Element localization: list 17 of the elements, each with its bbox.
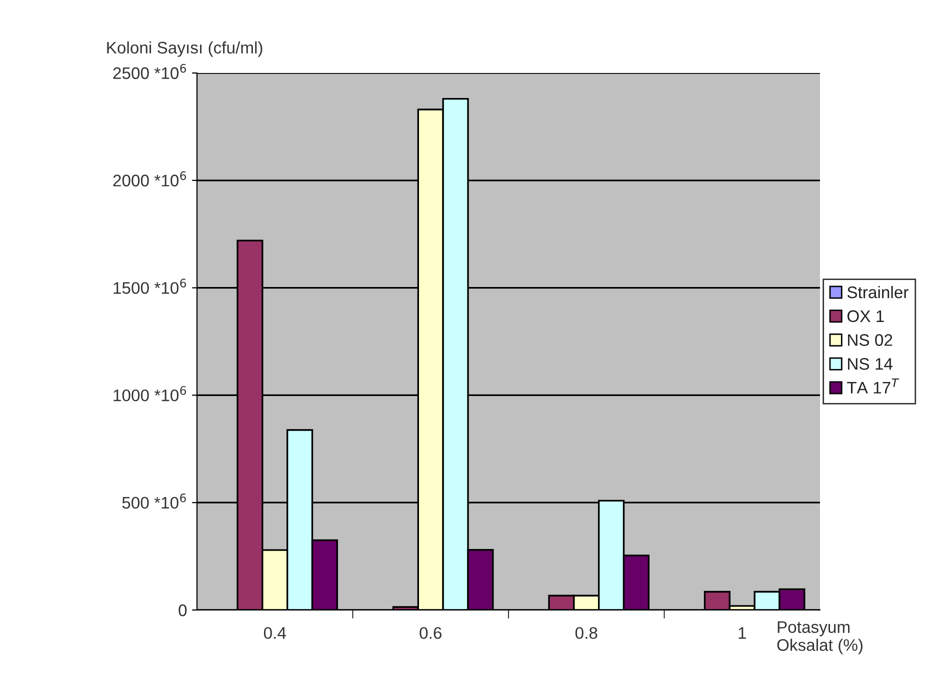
y-tick-label: 1500 *10$^{6}$ bbox=[114, 278, 186, 294]
y-tick-label: 500 *10$^{6}$ bbox=[122, 493, 186, 509]
x-tick-label: 1 bbox=[738, 627, 746, 639]
y-axis-title: Koloni Sayısı (cfu/ml) bbox=[107, 41, 262, 57]
x-tick-label: 0.4 bbox=[264, 627, 286, 639]
legend-label: NS 14 bbox=[848, 358, 892, 370]
legend-label: OX 1 bbox=[847, 310, 884, 322]
y-tick-label: 0 bbox=[178, 604, 187, 616]
x-axis-title: Potasyum Oksalat (%) bbox=[777, 621, 862, 654]
legend-label: NS 02 bbox=[848, 334, 892, 346]
y-tick-label: 2000 *10$^{6}$ bbox=[113, 171, 186, 186]
x-tick-label: 0.8 bbox=[575, 627, 598, 639]
legend-label: Strainler bbox=[847, 286, 908, 298]
legend-label: TA 17$^{T}$ bbox=[847, 378, 900, 394]
x-tick-label: 0.6 bbox=[420, 627, 442, 639]
y-tick-label: 2500 *10$^{6}$ bbox=[113, 64, 186, 80]
y-tick-label: 1000 *10$^{6}$ bbox=[114, 386, 186, 402]
